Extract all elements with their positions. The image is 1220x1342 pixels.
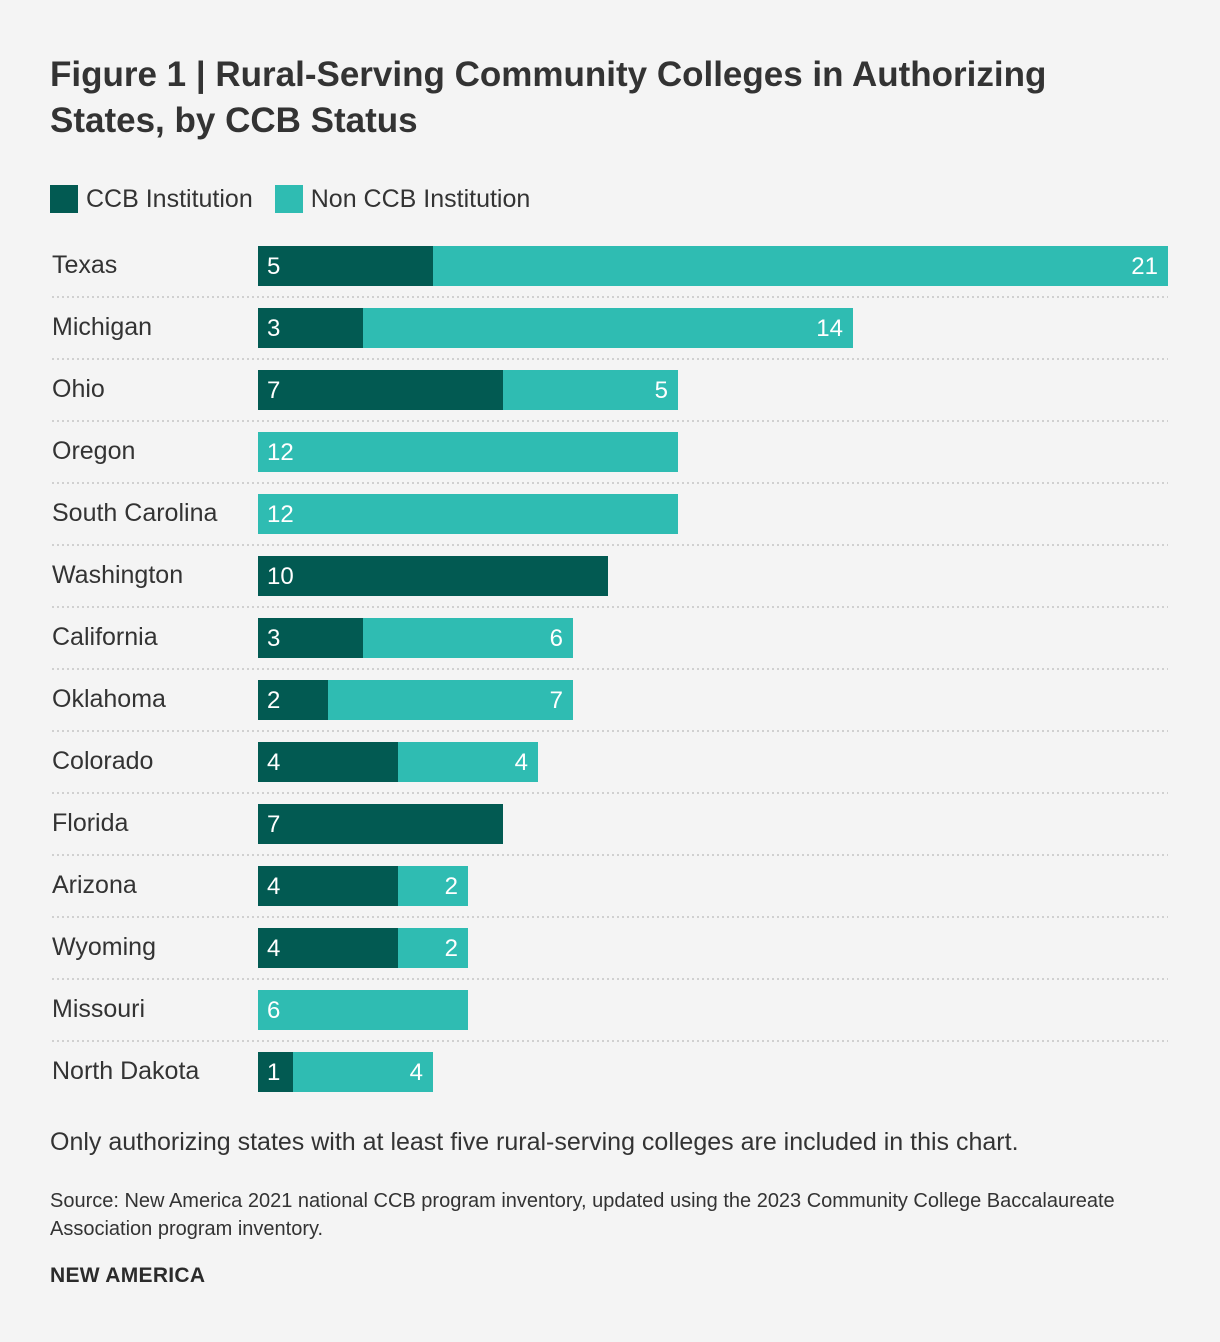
- bar-non-ccb-arizona: [398, 866, 468, 906]
- bar-non-ccb-oregon: [258, 432, 678, 472]
- chart-note: Only authorizing states with at least fi…: [50, 1128, 1019, 1156]
- data-label-non-ccb-texas: 21: [1131, 253, 1158, 280]
- data-label-ccb-arizona: 4: [267, 873, 280, 900]
- category-label-south-carolina: South Carolina: [52, 499, 217, 527]
- data-label-ccb-wyoming: 4: [267, 935, 280, 962]
- data-label-non-ccb-oklahoma: 7: [550, 687, 563, 714]
- bar-non-ccb-texas: [433, 246, 1168, 286]
- data-label-non-ccb-oregon: 12: [267, 439, 294, 466]
- bar-ccb-texas: [258, 246, 433, 286]
- bar-ccb-florida: [258, 804, 503, 844]
- bar-ccb-arizona: [258, 866, 398, 906]
- bar-ccb-ohio: [258, 370, 503, 410]
- category-label-missouri: Missouri: [52, 995, 145, 1023]
- bar-non-ccb-south-carolina: [258, 494, 678, 534]
- bar-non-ccb-oklahoma: [328, 680, 573, 720]
- category-label-florida: Florida: [52, 809, 129, 837]
- data-label-non-ccb-michigan: 14: [816, 315, 843, 342]
- bar-ccb-north-dakota: [258, 1052, 293, 1092]
- data-label-non-ccb-south-carolina: 12: [267, 501, 294, 528]
- category-label-north-dakota: North Dakota: [52, 1057, 199, 1085]
- data-label-non-ccb-missouri: 6: [267, 997, 280, 1024]
- category-label-oregon: Oregon: [52, 437, 135, 465]
- bar-non-ccb-north-dakota: [293, 1052, 433, 1092]
- legend-label-non-ccb: Non CCB Institution: [310, 184, 531, 213]
- bar-non-ccb-missouri: [258, 990, 468, 1030]
- source-note: Source: New America 2021 national CCB pr…: [50, 1190, 1115, 1240]
- legend-swatch-non-ccb: [274, 185, 303, 213]
- category-label-colorado: Colorado: [52, 747, 153, 775]
- bar-ccb-wyoming: [258, 928, 398, 968]
- data-label-non-ccb-california: 6: [550, 625, 563, 652]
- category-label-oklahoma: Oklahoma: [52, 685, 166, 713]
- bar-non-ccb-wyoming: [398, 928, 468, 968]
- legend-item-non-ccb: Non CCB Institution: [274, 184, 531, 214]
- data-label-non-ccb-north-dakota: 4: [410, 1059, 423, 1086]
- legend-swatch-ccb: [50, 185, 78, 213]
- data-label-ccb-oklahoma: 2: [267, 687, 280, 714]
- data-label-ccb-texas: 5: [267, 253, 280, 280]
- legend-item-ccb: CCB Institution: [50, 185, 253, 214]
- data-label-ccb-california: 3: [267, 625, 280, 652]
- data-label-ccb-washington: 10: [267, 563, 294, 590]
- legend: CCB Institution Non CCB Institution: [50, 184, 552, 214]
- data-label-ccb-florida: 7: [267, 811, 280, 838]
- data-label-non-ccb-wyoming: 2: [445, 935, 458, 962]
- data-label-non-ccb-ohio: 5: [655, 377, 668, 404]
- bar-non-ccb-ohio: [503, 370, 678, 410]
- category-label-wyoming: Wyoming: [52, 933, 156, 961]
- category-label-washington: Washington: [52, 561, 183, 589]
- data-label-ccb-north-dakota: 1: [267, 1059, 280, 1086]
- bar-non-ccb-california: [363, 618, 573, 658]
- brand-logo-text: NEW AMERICA: [50, 1264, 206, 1287]
- bar-non-ccb-colorado: [398, 742, 538, 782]
- bar-non-ccb-michigan: [363, 308, 853, 348]
- category-label-california: California: [52, 623, 158, 651]
- legend-label-ccb: CCB Institution: [86, 184, 253, 213]
- data-label-non-ccb-arizona: 2: [445, 873, 458, 900]
- bar-ccb-colorado: [258, 742, 398, 782]
- bar-ccb-oklahoma: [258, 680, 328, 720]
- data-label-ccb-michigan: 3: [267, 315, 280, 342]
- bar-ccb-washington: [258, 556, 608, 596]
- data-label-non-ccb-colorado: 4: [515, 749, 528, 776]
- data-label-ccb-colorado: 4: [267, 749, 280, 776]
- bar-ccb-michigan: [258, 308, 363, 348]
- category-label-michigan: Michigan: [52, 313, 152, 341]
- chart-title: Figure 1 | Rural-Serving Community Colle…: [50, 55, 1047, 140]
- category-label-arizona: Arizona: [52, 871, 137, 899]
- data-label-ccb-ohio: 7: [267, 377, 280, 404]
- category-label-texas: Texas: [52, 251, 117, 279]
- bar-ccb-california: [258, 618, 363, 658]
- category-label-ohio: Ohio: [52, 375, 105, 403]
